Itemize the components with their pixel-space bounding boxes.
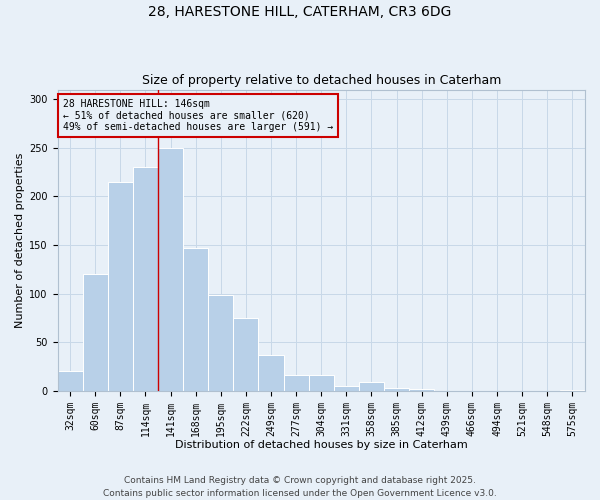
Bar	[284, 376, 308, 391]
Bar	[83, 274, 108, 391]
Bar	[259, 355, 284, 391]
Bar	[359, 382, 384, 391]
Text: 28, HARESTONE HILL, CATERHAM, CR3 6DG: 28, HARESTONE HILL, CATERHAM, CR3 6DG	[148, 5, 452, 19]
Bar	[183, 248, 208, 391]
Y-axis label: Number of detached properties: Number of detached properties	[15, 152, 25, 328]
Bar	[409, 389, 434, 391]
Title: Size of property relative to detached houses in Caterham: Size of property relative to detached ho…	[142, 74, 501, 87]
Bar	[384, 388, 409, 391]
Bar	[308, 376, 334, 391]
Text: 28 HARESTONE HILL: 146sqm
← 51% of detached houses are smaller (620)
49% of semi: 28 HARESTONE HILL: 146sqm ← 51% of detac…	[63, 98, 333, 132]
Bar	[108, 182, 133, 391]
Bar	[208, 294, 233, 391]
X-axis label: Distribution of detached houses by size in Caterham: Distribution of detached houses by size …	[175, 440, 467, 450]
Text: Contains HM Land Registry data © Crown copyright and database right 2025.
Contai: Contains HM Land Registry data © Crown c…	[103, 476, 497, 498]
Bar	[560, 390, 585, 391]
Bar	[233, 318, 259, 391]
Bar	[133, 168, 158, 391]
Bar	[334, 386, 359, 391]
Bar	[158, 148, 183, 391]
Bar	[58, 372, 83, 391]
